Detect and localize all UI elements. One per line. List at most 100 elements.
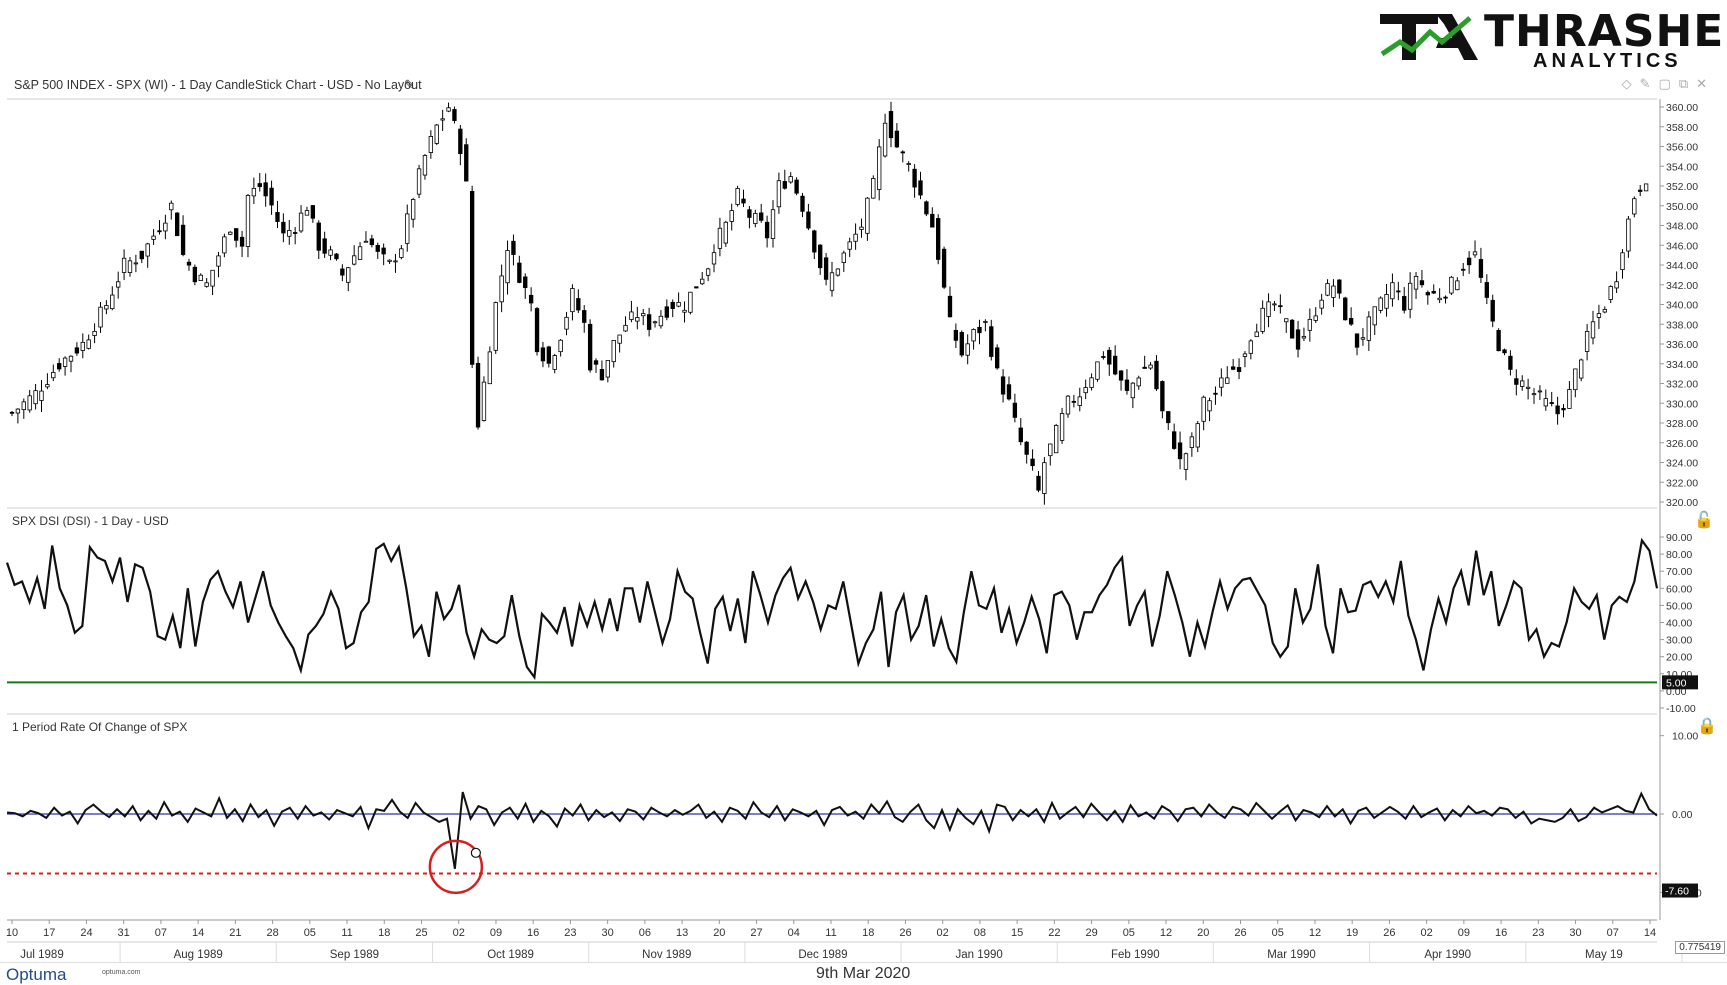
candle-body [1638,189,1643,192]
candle-body [918,180,923,196]
x-date-label: 15 [1011,927,1023,939]
candle-body [180,224,186,255]
candle-body [847,241,852,250]
candle-body [186,261,192,266]
candle-body [953,329,959,341]
candle-body [1508,355,1513,370]
candle-body [21,401,26,410]
x-date-label: 24 [80,927,92,939]
price-tick-label: 320.00 [1666,497,1698,509]
candle-body [104,305,109,310]
footer-bar: Optuma optuma.com 9th Mar 2020 [0,962,1727,984]
candle-body [652,321,658,324]
candle-body [959,332,964,356]
pencil-icon[interactable]: ✎ [404,77,415,92]
dsi-line [5,537,1659,681]
candle-body [1525,386,1531,389]
x-date-label: 07 [155,927,167,939]
candle-body [74,347,80,354]
candle-body [1443,296,1448,299]
candle-body [1561,407,1566,411]
candle-body [269,187,274,206]
candle-body [1219,377,1224,388]
candle-body [1036,475,1041,491]
candle-body [735,188,740,205]
candle-body [1301,336,1307,339]
candle-body [688,291,693,313]
candle-body [62,357,68,367]
roc-threshold-badge [1662,883,1698,898]
dsi-tick-label: 50.00 [1666,600,1692,612]
candle-body [1502,349,1507,354]
x-month-label: Dec 1989 [798,949,847,961]
candle-body [1478,259,1484,278]
candle-body [1024,441,1029,455]
candle-body [1048,443,1053,457]
candle-body [1107,349,1112,365]
candle-body [310,205,316,219]
thrasher-logo: THRASHER ANALYTICS [1378,6,1727,72]
candle-body [1514,378,1519,385]
candle-body [1466,257,1472,266]
candle-body [812,230,817,253]
window-controls-icon[interactable]: ◇✎▢⧉✕ [1621,76,1715,91]
logo-sub: ANALYTICS [1533,50,1682,72]
candle-body [1549,402,1554,404]
candle-body [1065,395,1071,415]
price-tick-label: 336.00 [1666,339,1698,351]
candle-body [1160,381,1165,412]
roc-panel-title: 1 Period Rate Of Change of SPX [12,720,188,734]
candle-body [1130,382,1136,399]
x-date-label: 05 [1123,927,1135,939]
candle-body [723,221,728,244]
candle-body [1449,276,1454,294]
candle-body [1531,393,1537,396]
candle-body [1354,333,1360,348]
candle-body [641,313,646,317]
candle-body [1154,360,1159,390]
candle-body [1042,462,1047,494]
candle-body [292,232,298,234]
candle-body [670,301,675,310]
x-date-label: 11 [341,927,352,939]
dsi-tick-label: 40.00 [1666,618,1692,630]
candle-body [1331,285,1336,298]
candle-body [263,182,268,197]
candle-body [505,250,510,284]
candle-body [1543,398,1548,407]
candle-body [145,243,150,257]
candle-body [121,257,127,273]
x-date-label: 19 [1346,927,1358,939]
candle-body [517,262,522,283]
candle-body [1295,329,1301,350]
candle-body [133,262,139,265]
candle-body [1059,413,1065,441]
price-tick-label: 324.00 [1666,458,1698,470]
x-date-label: 11 [825,927,836,939]
price-tick-label: 350.00 [1666,201,1698,213]
lock-icon-roc[interactable]: 🔒 [1697,718,1717,735]
x-month-label: Nov 1989 [642,949,691,961]
candle-body [275,212,280,222]
x-date-label: 08 [974,927,986,939]
candle-body [1112,355,1118,375]
candle-body [328,249,333,256]
candle-body [1590,321,1596,339]
candle-body [163,222,168,232]
candle-body [1643,183,1649,192]
candle-body [941,248,947,288]
candle-body [523,276,528,289]
x-date-label: 13 [676,927,688,939]
candle-body [558,339,563,353]
candle-body [175,212,180,237]
x-date-label: 09 [1458,927,1470,939]
price-tick-label: 348.00 [1666,221,1698,233]
x-date-label: 02 [453,927,465,939]
lock-icon[interactable]: 🔓 [1694,512,1714,529]
candle-body [1632,198,1637,215]
candle-body [829,272,835,291]
x-date-label: 20 [713,927,725,939]
candle-body [582,310,587,323]
candle-body [393,260,398,263]
